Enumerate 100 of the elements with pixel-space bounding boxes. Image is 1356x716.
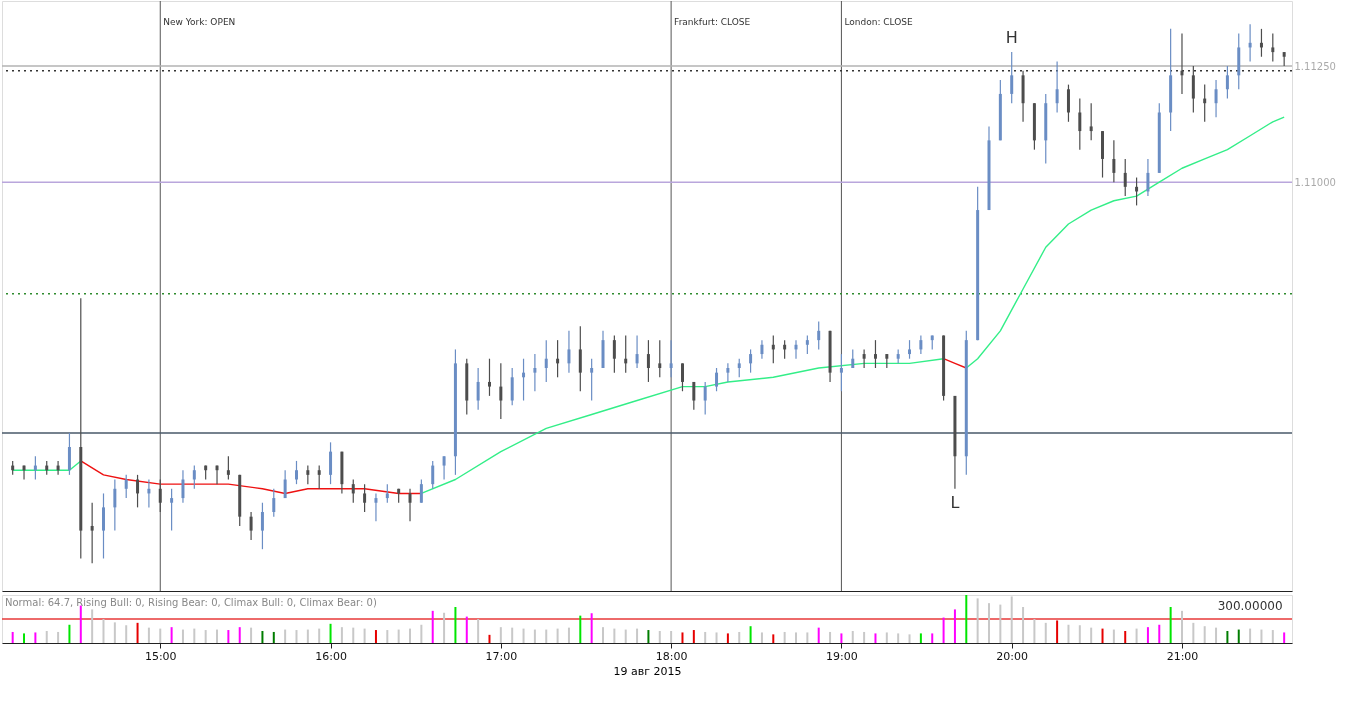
bar [953,609,956,643]
bar [1169,607,1172,643]
bar [1056,620,1059,643]
bar [999,604,1002,643]
bar [284,629,287,643]
bar [11,631,14,643]
bar [976,598,979,643]
bar [681,632,684,643]
bar [613,628,616,643]
candlestick [1078,97,1082,151]
bar [829,631,832,643]
bar [545,629,548,643]
bar [306,629,309,643]
bar [250,627,253,643]
bar [193,628,196,643]
bar [1033,619,1036,643]
ref-line-label: London: CLOSE [844,17,914,27]
bar [602,627,605,643]
bar [533,629,536,643]
bar [1158,624,1161,643]
bar [624,629,627,643]
bar [1203,626,1206,643]
candlestick [1010,51,1014,104]
bar [783,631,786,643]
candlestick [351,478,355,504]
candlestick [805,334,809,355]
bar [352,627,355,643]
bar [897,633,900,643]
bar [738,631,741,643]
annotation: Normal: 64.7, Rising Bull: 0, Rising Bear: 0, Climax Bull: 0, Climax Bear: 0) [5,597,377,608]
bar [170,627,173,643]
candlestick [272,488,276,518]
candlestick [329,441,333,485]
x-tick-label: 17:00 [485,649,518,663]
bar [715,632,718,643]
bar [1192,622,1195,643]
bar [1022,607,1025,643]
ref-line-label: New York: OPEN [163,17,236,27]
bar [397,629,400,643]
bar [692,630,695,643]
bar [329,623,332,643]
candlestick [226,455,230,481]
bar [454,607,457,643]
bar [23,633,26,643]
bar [1124,631,1127,643]
bar [204,630,207,643]
bar [159,628,162,643]
bar [931,633,934,643]
candlestick [192,464,196,490]
x-tick-label: 19:00 [826,649,858,663]
candlestick [1123,158,1127,197]
candlestick [124,474,128,499]
bar [443,612,446,643]
bar [34,632,37,643]
bar [885,632,888,643]
bar [386,630,389,643]
bar [1044,622,1047,643]
candlestick [306,464,310,485]
bar [749,626,752,643]
bar [1067,624,1070,643]
bar [409,628,412,643]
bar [113,622,116,643]
bar [1271,630,1274,643]
bar [919,633,922,643]
bar [636,628,639,643]
bar [670,631,673,643]
annotation: 300.00000 [1217,599,1283,613]
bar [420,624,423,643]
y-tick-label: 1.11000 [1294,176,1336,188]
bar [1112,629,1115,643]
bar [1101,628,1104,643]
bar [590,613,593,643]
bar [295,630,298,643]
bar [522,628,525,643]
bar [760,632,763,643]
annotation: H [1005,28,1018,48]
candlestick [1101,130,1105,179]
candlestick [408,488,412,522]
bar [1146,627,1149,643]
candlestick [136,474,140,508]
bar [817,627,820,643]
x-tick-label: 18:00 [655,649,688,663]
bar [227,630,230,643]
candlestick [1089,102,1093,141]
candlestick [283,469,287,499]
candlestick [1191,65,1195,114]
bar [806,632,809,643]
candlestick [67,432,71,476]
bar [1010,596,1013,643]
candlestick [908,339,912,360]
bar [102,619,105,643]
bar [704,631,707,643]
bar [772,634,775,643]
bar [579,615,582,643]
candlestick [90,502,94,564]
candlestick [1055,60,1059,114]
candlestick [817,320,821,351]
bar [125,625,128,643]
bar [499,627,502,643]
candlestick [181,469,185,504]
